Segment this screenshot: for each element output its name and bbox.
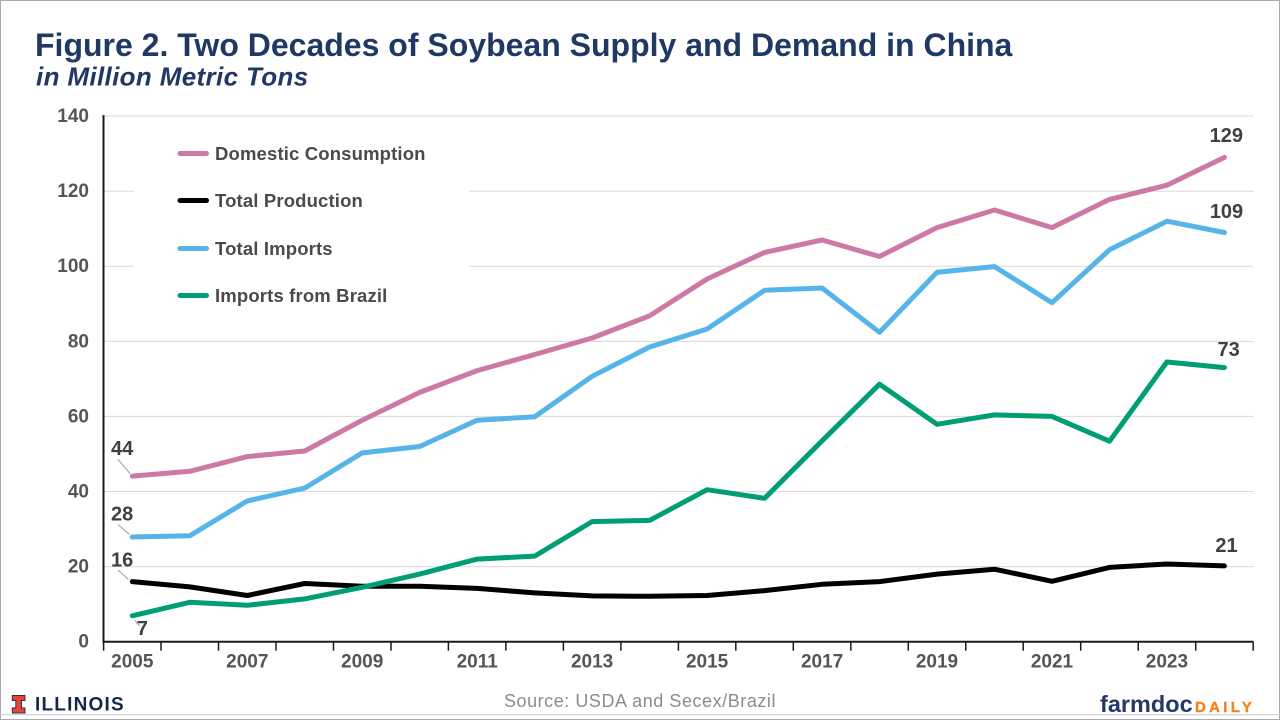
svg-text:2013: 2013 — [571, 651, 613, 672]
svg-text:Domestic Consumption: Domestic Consumption — [215, 143, 426, 164]
svg-text:2011: 2011 — [457, 651, 499, 672]
svg-text:Figure 2. Two Decades of Soybe: Figure 2. Two Decades of Soybean Supply … — [35, 27, 1013, 63]
svg-text:44: 44 — [111, 438, 134, 460]
svg-text:21: 21 — [1215, 535, 1237, 557]
svg-text:in Million Metric Tons: in Million Metric Tons — [36, 62, 309, 92]
svg-text:2015: 2015 — [686, 651, 729, 672]
svg-text:2017: 2017 — [801, 651, 843, 672]
svg-text:20: 20 — [68, 557, 89, 578]
svg-text:Imports from Brazil: Imports from Brazil — [215, 285, 387, 306]
svg-text:7: 7 — [137, 618, 148, 640]
svg-text:2009: 2009 — [341, 651, 383, 672]
svg-text:28: 28 — [111, 504, 133, 526]
svg-text:60: 60 — [68, 406, 89, 427]
svg-text:farmdoc: farmdoc — [1100, 691, 1193, 717]
svg-text:80: 80 — [68, 331, 89, 352]
svg-text:DAILY: DAILY — [1195, 699, 1255, 716]
svg-text:2021: 2021 — [1031, 651, 1074, 672]
svg-text:ILLINOIS: ILLINOIS — [35, 695, 125, 716]
svg-text:Source: USDA and Secex/Brazil: Source: USDA and Secex/Brazil — [504, 691, 776, 711]
svg-text:100: 100 — [57, 256, 89, 277]
svg-text:129: 129 — [1210, 125, 1243, 147]
svg-text:Total Imports: Total Imports — [215, 238, 333, 259]
svg-text:16: 16 — [111, 549, 133, 571]
svg-text:140: 140 — [57, 106, 89, 127]
svg-text:2019: 2019 — [916, 651, 958, 672]
svg-text:40: 40 — [68, 481, 89, 502]
svg-text:120: 120 — [57, 181, 89, 202]
svg-text:0: 0 — [78, 632, 89, 653]
svg-text:2007: 2007 — [226, 651, 268, 672]
svg-text:2005: 2005 — [111, 651, 154, 672]
svg-text:109: 109 — [1210, 201, 1243, 223]
svg-text:2023: 2023 — [1146, 651, 1188, 672]
svg-text:Total Production: Total Production — [215, 190, 363, 211]
svg-text:73: 73 — [1217, 339, 1239, 361]
